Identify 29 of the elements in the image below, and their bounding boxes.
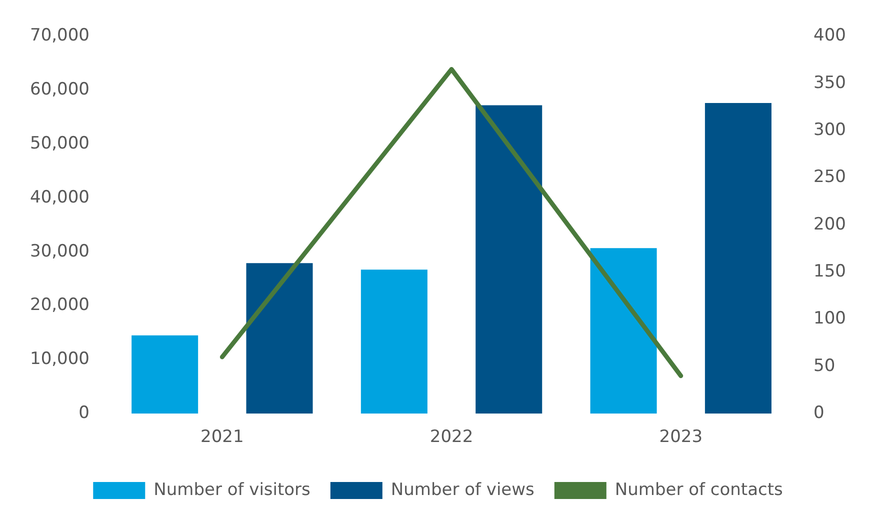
y-tick-label: 30,000	[30, 241, 90, 262]
x-tick-label: 2023	[659, 427, 703, 448]
y2-tick-label: 250	[814, 167, 846, 188]
y-tick-label: 40,000	[30, 187, 90, 208]
bar	[704, 103, 772, 414]
legend-label: Number of contacts	[614, 480, 783, 500]
legend-label: Number of visitors	[154, 480, 311, 500]
y2-tick-label: 100	[814, 308, 846, 329]
x-tick-label: 2022	[430, 427, 474, 448]
y-tick-label: 10,000	[30, 349, 90, 370]
bar	[476, 105, 542, 414]
bar	[360, 270, 428, 414]
y-tick-label: 50,000	[30, 133, 90, 154]
y2-tick-label: 350	[814, 72, 846, 93]
bar	[132, 335, 198, 414]
y-tick-label: 70,000	[30, 26, 90, 46]
y2-tick-label: 400	[814, 26, 846, 46]
y2-tick-label: 150	[814, 261, 846, 282]
legend-label: Number of views	[390, 480, 535, 500]
y-tick-label: 60,000	[30, 80, 90, 100]
y2-tick-label: 200	[814, 214, 846, 234]
y2-tick-label: 0	[814, 403, 824, 424]
bar	[246, 263, 313, 414]
y-tick-label: 0	[78, 403, 90, 424]
y2-tick-label: 300	[814, 120, 846, 140]
x-tick-label: 2021	[200, 427, 244, 448]
bar	[590, 248, 657, 414]
y-tick-label: 20,000	[30, 295, 90, 316]
y2-tick-label: 50	[814, 356, 836, 376]
